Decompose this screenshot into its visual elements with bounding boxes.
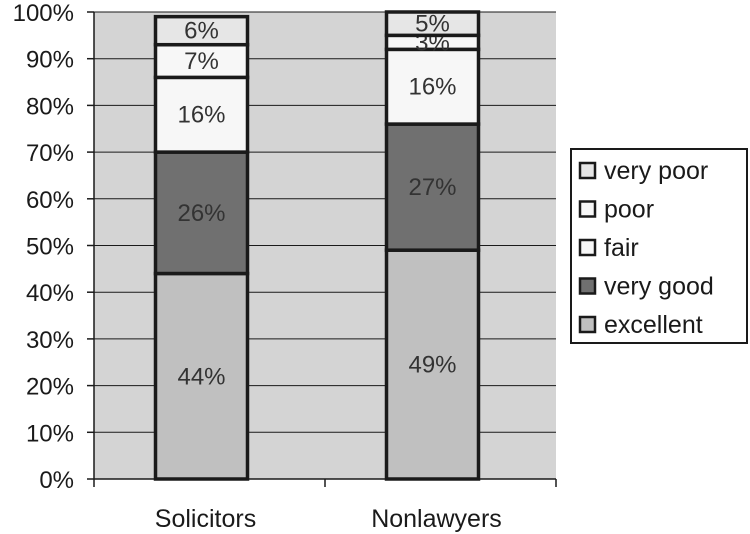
data-label: 7% xyxy=(184,48,219,75)
data-label: 49% xyxy=(408,352,456,379)
x-axis: Solicitors Nonlawyers xyxy=(93,478,557,533)
bar-segment-very-poor xyxy=(384,10,481,38)
data-label: 26% xyxy=(177,200,225,227)
y-tick-label: 80% xyxy=(26,93,74,120)
bar-segment-fair xyxy=(384,47,481,126)
legend-box xyxy=(570,148,748,344)
bar-segment-poor xyxy=(153,42,250,80)
y-tick-label: 50% xyxy=(26,234,74,261)
legend-swatch xyxy=(578,277,597,295)
data-label: 44% xyxy=(177,363,225,390)
legend-label: very poor xyxy=(604,157,708,185)
legend-swatch xyxy=(578,315,597,334)
legend-label: very good xyxy=(604,273,714,301)
legend-label: excellent xyxy=(604,311,703,339)
data-label: 16% xyxy=(177,102,225,129)
bar-segment-very-poor xyxy=(153,14,250,47)
y-tick-label: 90% xyxy=(26,47,74,74)
legend: very poor poor fair very good excellent xyxy=(570,148,748,344)
y-tick-label: 10% xyxy=(26,420,74,447)
y-tick-label: 100% xyxy=(13,0,74,27)
data-label: 6% xyxy=(184,18,219,45)
data-label: 5% xyxy=(415,11,450,38)
data-label: 27% xyxy=(408,174,456,201)
y-tick-label: 0% xyxy=(39,467,74,494)
x-category-label: Solicitors xyxy=(155,505,256,533)
x-category-label: Nonlawyers xyxy=(371,505,502,533)
legend-swatch xyxy=(578,238,597,257)
bar-segment-very-good xyxy=(153,150,250,276)
y-tick-label: 60% xyxy=(26,187,74,214)
bar-segment-very-good xyxy=(384,122,481,252)
bar-segment-excellent xyxy=(384,248,481,481)
legend-swatch xyxy=(578,161,597,180)
y-tick-label: 30% xyxy=(26,327,74,354)
bars: 44%26%16%7%6%49%27%16%3%5% xyxy=(153,10,481,481)
y-axis: 0% 10% 20% 30% 40% 50% 60% 70% 80% 90% 100% xyxy=(13,0,95,494)
bar-segment-fair xyxy=(153,75,250,154)
legend-label: fair xyxy=(604,234,639,262)
legend-label: poor xyxy=(604,196,654,224)
data-label: 16% xyxy=(408,74,456,101)
legend-swatch xyxy=(578,200,597,218)
y-tick-label: 20% xyxy=(26,374,74,401)
y-tick-label: 40% xyxy=(26,280,74,307)
y-tick-label: 70% xyxy=(26,140,74,167)
